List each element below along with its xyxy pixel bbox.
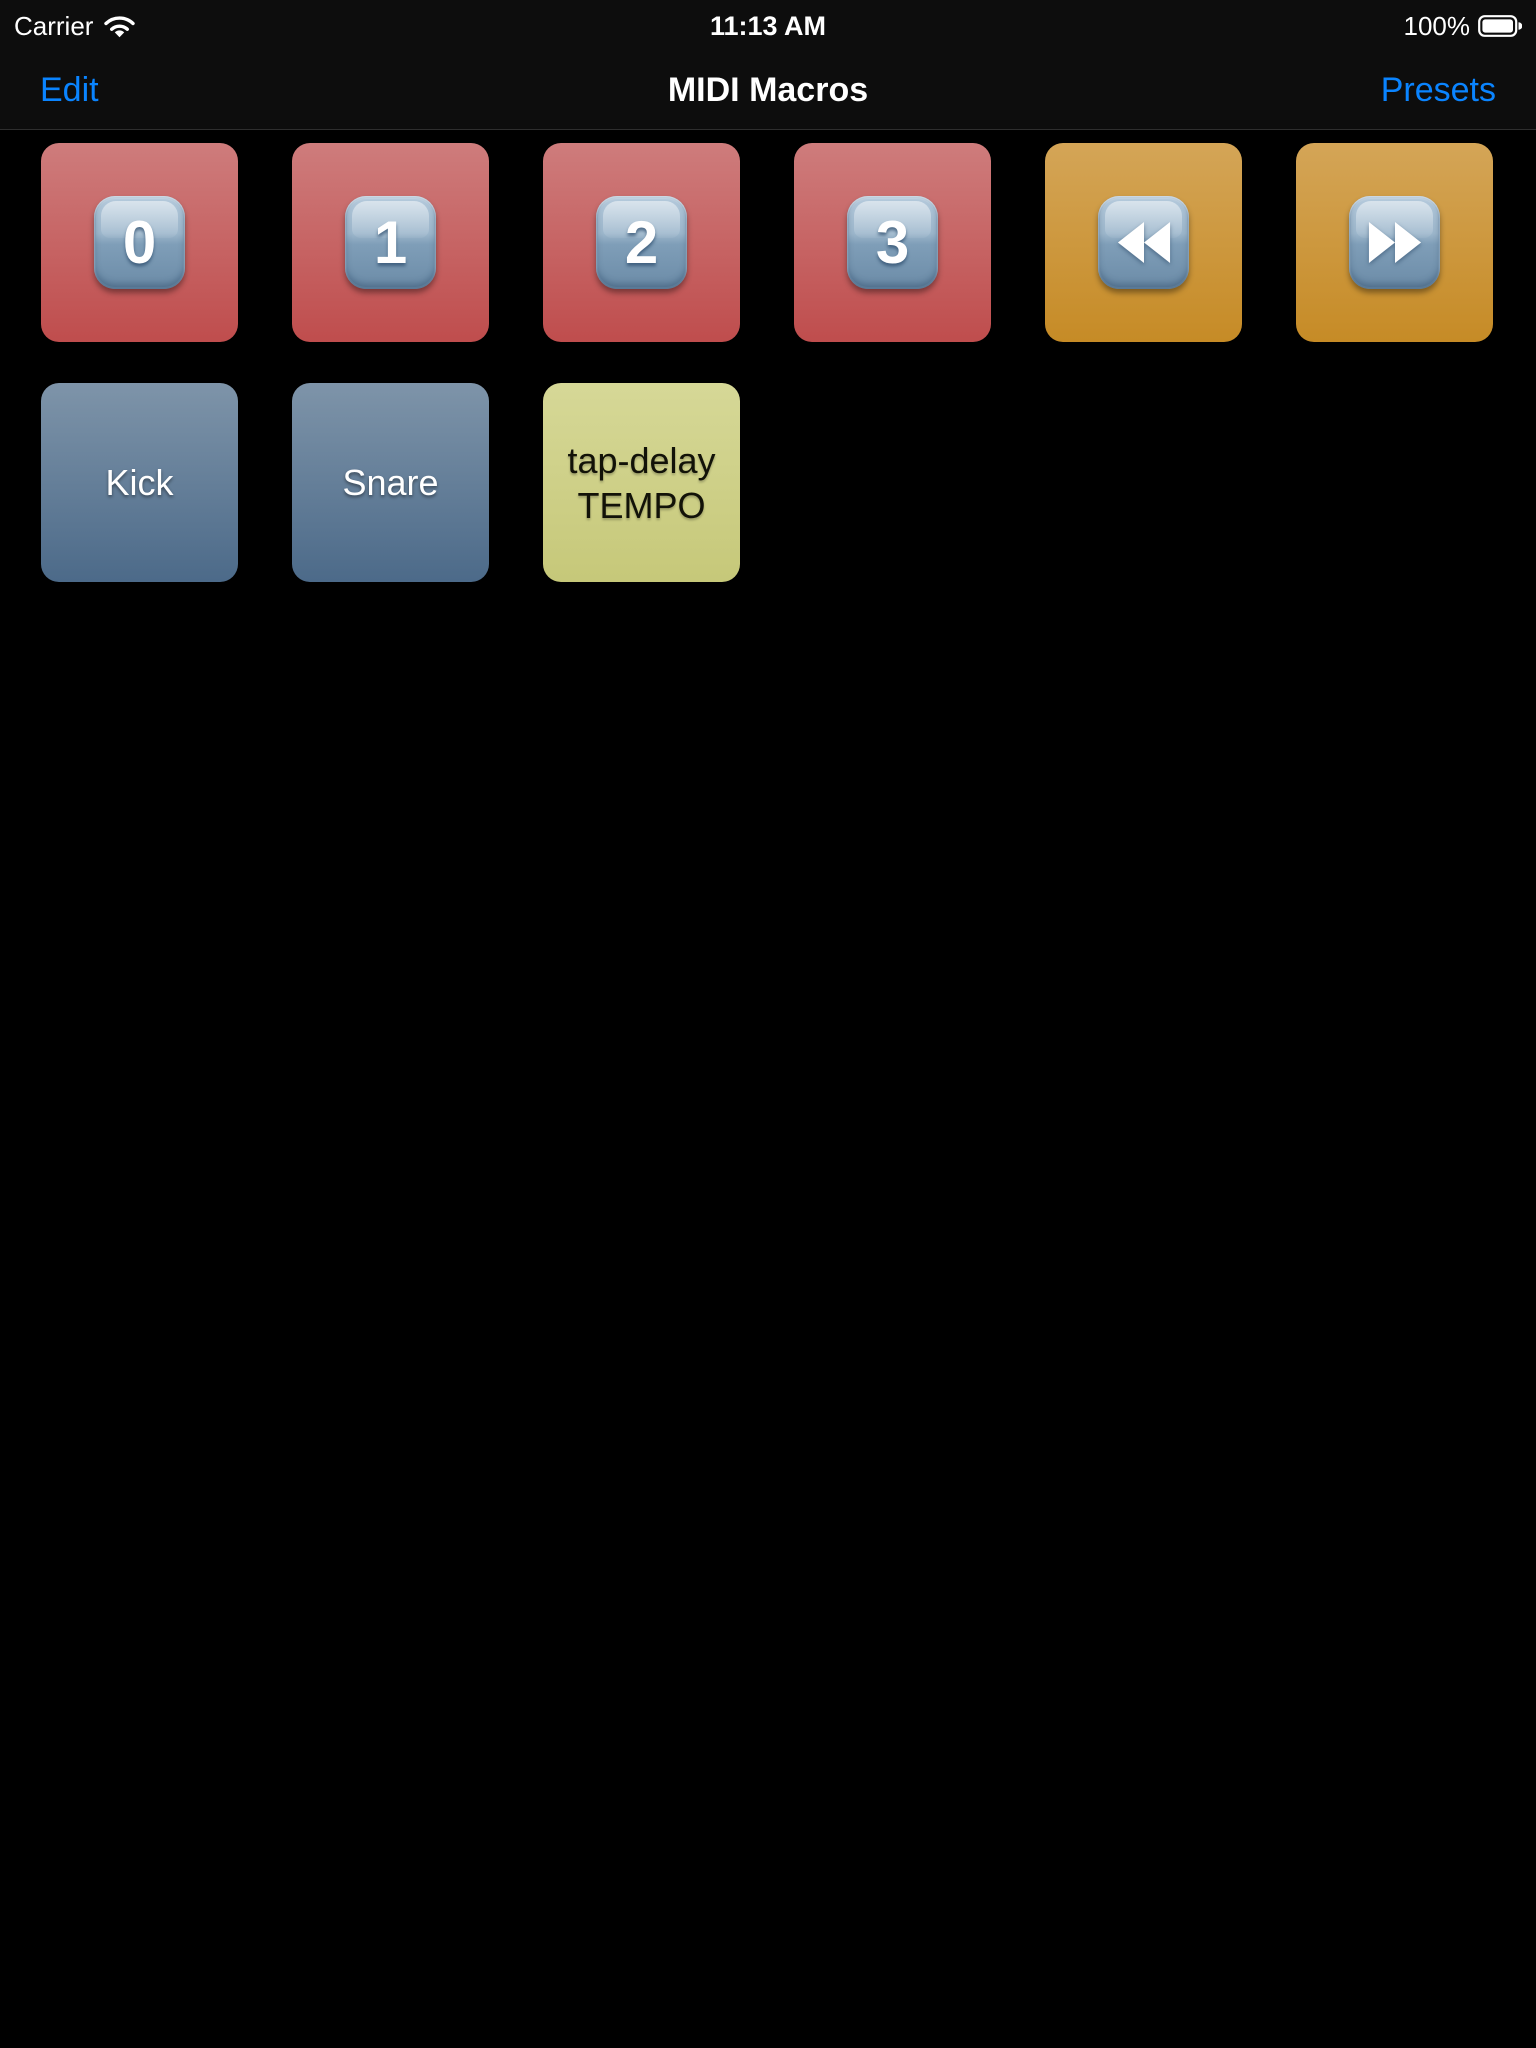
header: Carrier 11:13 AM 100% Edit <box>0 0 1536 130</box>
rewind-icon-arrows <box>1117 222 1170 263</box>
tile-kick[interactable]: Kick <box>41 383 238 582</box>
battery-percent-label: 100% <box>1403 10 1471 41</box>
tile-macro-2[interactable]: 2 <box>543 143 740 342</box>
keycap-1-icon: 1 <box>345 196 436 289</box>
tile-macro-3[interactable]: 3 <box>794 143 991 342</box>
keycap-3-icon: 3 <box>847 196 938 289</box>
clock: 11:13 AM <box>709 10 827 41</box>
keycap-digit: 0 <box>122 208 157 276</box>
presets-button[interactable]: Presets <box>1380 70 1496 109</box>
status-bar-left: Carrier <box>14 11 517 42</box>
fast-forward-icon <box>1349 196 1440 289</box>
tile-label: Snare <box>342 462 439 503</box>
macro-grid: 0 1 2 3 Kick Snare tap-delay TEMPO <box>0 130 1536 582</box>
keycap-digit: 1 <box>373 208 408 276</box>
fast-forward-icon-arrows <box>1368 222 1421 263</box>
battery-icon <box>1478 15 1523 37</box>
keycap-0-icon: 0 <box>94 196 185 289</box>
nav-bar-right: Presets <box>1132 71 1496 110</box>
wifi-icon <box>104 15 136 37</box>
carrier-label: Carrier <box>14 10 94 41</box>
tile-label: tap-delay TEMPO <box>567 439 716 526</box>
tile-fast-forward[interactable] <box>1296 143 1493 342</box>
tile-snare[interactable]: Snare <box>292 383 489 582</box>
keycap-digit: 3 <box>875 208 910 276</box>
tile-tap-delay-tempo[interactable]: tap-delay TEMPO <box>543 383 740 582</box>
nav-bar: Edit MIDI Macros Presets <box>0 46 1536 134</box>
tile-rewind[interactable] <box>1045 143 1242 342</box>
tile-macro-0[interactable]: 0 <box>41 143 238 342</box>
tile-macro-1[interactable]: 1 <box>292 143 489 342</box>
status-bar-right: 100% <box>1019 10 1523 42</box>
rewind-icon <box>1098 196 1189 289</box>
tile-label: Kick <box>105 462 174 503</box>
keycap-2-icon: 2 <box>596 196 687 289</box>
keycap-digit: 2 <box>624 208 659 276</box>
status-bar: Carrier 11:13 AM 100% <box>0 0 1536 46</box>
edit-button[interactable]: Edit <box>40 70 99 109</box>
nav-bar-left: Edit <box>40 71 404 110</box>
page-title: MIDI Macros <box>667 70 869 109</box>
